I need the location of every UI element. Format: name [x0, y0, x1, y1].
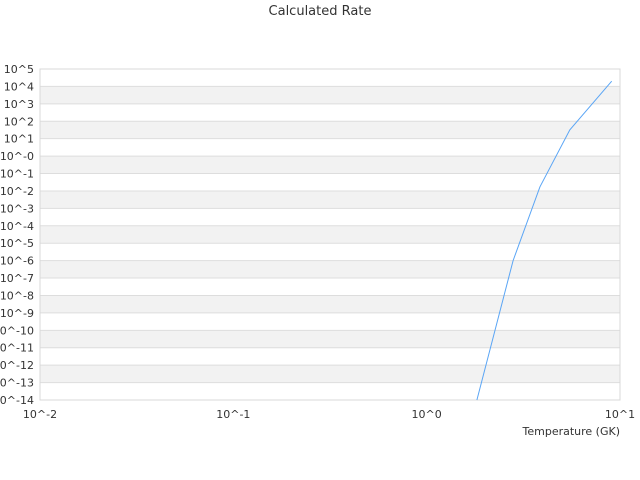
plot-border: [39, 68, 621, 401]
chart-title: Calculated Rate: [268, 4, 372, 19]
y-tick-label: 10^-0: [0, 150, 34, 163]
y-tick-label: 10^4: [4, 80, 34, 93]
y-tick-label: 10^-9: [0, 307, 34, 320]
y-tick-label: 10^-10: [0, 324, 34, 337]
x-tick-label: 10^-2: [23, 408, 57, 421]
x-tick-label: 10^0: [412, 408, 442, 421]
y-tick-label: 10^3: [4, 98, 34, 111]
grid-band: [40, 260, 620, 279]
grid-band: [40, 190, 620, 209]
grid-band: [40, 312, 620, 331]
y-tick-label: 10^-5: [0, 237, 34, 250]
y-tick-label: 10^2: [4, 115, 34, 128]
grid-band: [40, 382, 620, 400]
grid-band: [40, 103, 620, 122]
y-tick-label: 10^-7: [0, 272, 34, 285]
grid-band: [40, 173, 620, 191]
y-tick-label: 10^-1: [0, 168, 34, 181]
y-tick-label: 10^-12: [0, 359, 34, 372]
grid-band: [40, 138, 620, 157]
grid-band: [40, 347, 620, 366]
grid-band: [40, 69, 620, 87]
grid-band: [40, 156, 620, 174]
y-tick-label: 10^5: [4, 63, 34, 76]
y-tick-label: 10^-8: [0, 289, 34, 302]
grid-band: [40, 365, 620, 383]
x-tick-label: 10^-1: [216, 408, 250, 421]
grid-band: [40, 208, 620, 226]
y-tick-label: 10^-6: [0, 255, 34, 268]
y-tick-label: 10^-11: [0, 342, 34, 355]
grid-band: [40, 86, 620, 104]
series-line: [476, 80, 613, 401]
grid-band: [40, 121, 620, 139]
y-tick-label: 10^1: [4, 133, 34, 146]
x-axis-label: Temperature (GK): [522, 425, 621, 438]
grid-band: [40, 225, 620, 244]
x-tick-label: 10^1: [605, 408, 635, 421]
grid-band: [40, 243, 620, 261]
y-tick-label: 10^-4: [0, 220, 34, 233]
grid-band: [40, 278, 620, 296]
y-tick-label: 10^-13: [0, 377, 34, 390]
grid-band: [40, 330, 620, 348]
y-tick-label: 10^-2: [0, 185, 34, 198]
y-tick-label: 10^-14: [0, 394, 34, 407]
grid-band: [40, 295, 620, 313]
y-tick-label: 10^-3: [0, 202, 34, 215]
